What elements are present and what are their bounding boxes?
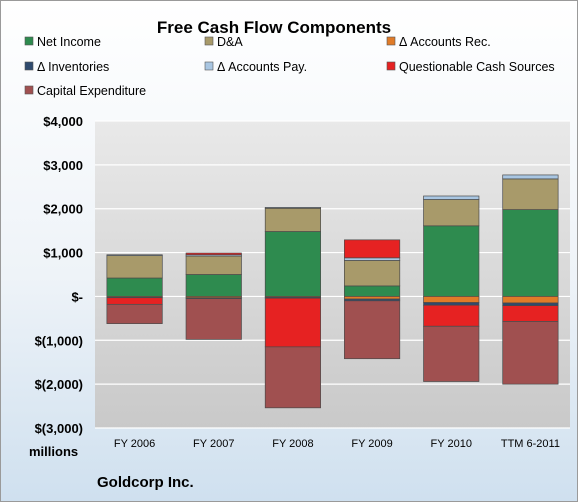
bar-d-a-ttm-6-2011 [502, 178, 559, 210]
legend-label-capital-expenditure: Capital Expenditure [37, 84, 146, 98]
bar-net-income-fy-2008 [264, 231, 321, 297]
bar-questionable-cash-sources-fy-2010 [423, 304, 480, 327]
bar-delta-accounts-rec-fy-2009 [344, 296, 401, 300]
legend-label-delta-accounts-pay: Δ Accounts Pay. [217, 60, 307, 74]
bar-d-a-fy-2009 [344, 260, 401, 287]
bar-delta-inventories-fy-2010 [423, 302, 480, 306]
bar-delta-accounts-pay-fy-2009 [344, 257, 401, 261]
legend-label-questionable-cash-sources: Questionable Cash Sources [399, 60, 555, 74]
legend-label-net-income: Net Income [37, 35, 101, 49]
x-tick-label: TTM 6-2011 [501, 438, 560, 450]
bar-d-a-fy-2006 [106, 255, 163, 279]
x-tick-label: FY 2006 [114, 438, 155, 450]
y-axis: $4,000 $3,000 $2,000 $1,000 $- $(1,000) $(2,00… [35, 114, 83, 436]
bar-questionable-cash-sources-ttm-6-2011 [502, 305, 559, 322]
y-tick-label: $(1,000) [35, 333, 83, 348]
bar-net-income-fy-2009 [344, 285, 401, 297]
y-tick-label: $4,000 [43, 114, 83, 129]
x-tick-label: FY 2009 [351, 438, 392, 450]
bar-net-income-fy-2010 [423, 225, 480, 297]
legend-swatch-net-income [24, 36, 34, 46]
legend-swatch-delta-inventories [24, 61, 34, 71]
x-tick-label: FY 2008 [272, 438, 313, 450]
bar-capital-expenditure-fy-2010 [423, 325, 480, 382]
x-tick-label: FY 2010 [431, 438, 472, 450]
y-tick-label: $- [71, 289, 83, 304]
bars [106, 174, 559, 409]
bar-questionable-cash-sources-fy-2006 [106, 297, 163, 305]
legend-label-d-a: D&A [217, 35, 243, 49]
bar-delta-accounts-rec-ttm-6-2011 [502, 296, 559, 304]
units-label: millions [29, 444, 78, 459]
y-tick-label: $(2,000) [35, 377, 83, 392]
bar-capital-expenditure-fy-2008 [264, 346, 321, 409]
legend-label-delta-inventories: Δ Inventories [37, 60, 109, 74]
bar-capital-expenditure-fy-2006 [106, 303, 163, 324]
company-label: Goldcorp Inc. [97, 474, 194, 491]
bar-delta-inventories-ttm-6-2011 [502, 302, 559, 306]
bar-d-a-fy-2008 [264, 207, 321, 232]
legend-swatch-capital-expenditure [24, 85, 34, 95]
legend-swatch-questionable-cash-sources [386, 61, 396, 71]
bar-delta-accounts-pay-fy-2010 [423, 195, 480, 200]
bar-d-a-fy-2010 [423, 199, 480, 227]
plot-area [95, 121, 570, 428]
legend: Net Income D&A Δ Accounts Rec. Δ Inventorie… [24, 35, 555, 98]
y-tick-label: $3,000 [43, 158, 83, 173]
grid [95, 120, 570, 429]
legend-label-delta-accounts-rec: Δ Accounts Rec. [399, 35, 491, 49]
bar-questionable-cash-sources-fy-2007 [185, 252, 242, 256]
y-tick-label: $1,000 [43, 246, 83, 261]
bar-capital-expenditure-fy-2007 [185, 298, 242, 340]
y-tick-label: $(3,000) [35, 421, 83, 436]
bar-delta-accounts-pay-fy-2008 [264, 207, 321, 209]
bar-delta-accounts-pay-ttm-6-2011 [502, 174, 559, 180]
bar-d-a-fy-2007 [185, 255, 242, 275]
bar-net-income-ttm-6-2011 [502, 209, 559, 297]
y-tick-label: $2,000 [43, 202, 83, 217]
legend-swatch-d-a [204, 36, 214, 46]
bar-delta-accounts-rec-fy-2010 [423, 296, 480, 303]
bar-delta-accounts-pay-fy-2006 [106, 254, 163, 256]
chart-title: Free Cash Flow Components [157, 18, 391, 37]
bar-capital-expenditure-fy-2009 [344, 300, 401, 360]
bar-capital-expenditure-ttm-6-2011 [502, 321, 559, 385]
bar-questionable-cash-sources-fy-2008 [264, 297, 321, 348]
bar-net-income-fy-2006 [106, 277, 163, 297]
x-axis: FY 2006 FY 2007 FY 2008 FY 2009 FY 2010 TTM 6… [114, 438, 560, 450]
bar-questionable-cash-sources-fy-2009 [344, 239, 401, 259]
legend-swatch-delta-accounts-pay [204, 61, 214, 71]
legend-swatch-delta-accounts-rec [386, 36, 396, 46]
x-tick-label: FY 2007 [193, 438, 234, 450]
bar-net-income-fy-2007 [185, 274, 242, 297]
